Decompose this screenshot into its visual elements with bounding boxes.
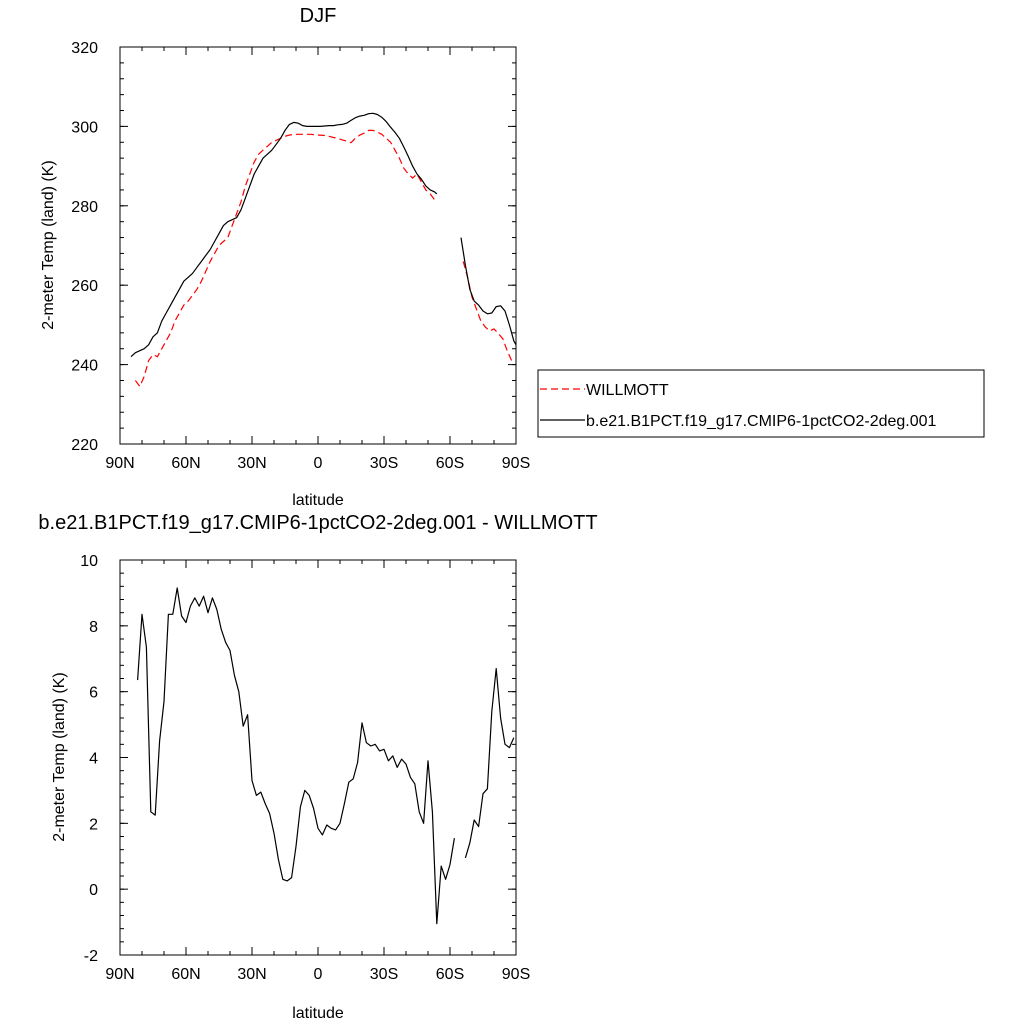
top-x-tick-label: 30N [237,455,266,472]
bottom-x-tick-label: 90S [502,966,530,983]
bottom-y-axis-label: 2-meter Temp (land) (K) [51,672,68,842]
bottom-panel: b.e21.B1PCT.f19_g17.CMIP6-1pctCO2-2deg.0… [38,512,597,1022]
bottom-y-tick-label: 8 [89,619,98,636]
top-x-tick-label: 60S [436,455,464,472]
bottom-y-tick-label: -2 [84,948,98,965]
bottom-x-tick-label: 60S [436,966,464,983]
top-y-tick-label: 220 [71,437,98,454]
top-plot-area: 90N 60N 30N 0 30S 60S 90S 220 240 260 280 300 320 [71,40,530,472]
bottom-y-tick-label: 4 [89,751,98,768]
top-x-tick-label: 60N [171,455,200,472]
bottom-plot-area: 90N 60N 30N 0 30S 60S 90S -2 0 2 4 6 8 10 [80,553,530,983]
bottom-x-axis-label: latitude [292,1005,344,1022]
top-plot-frame [119,46,517,445]
bottom-x-tick-label: 30N [237,966,266,983]
bottom-series-line-difference [464,667,515,859]
top-y-tick-label: 260 [71,278,98,295]
bottom-x-tick-label: 30S [370,966,398,983]
top-y-axis-label: 2-meter Temp (land) (K) [40,160,57,330]
bottom-x-tick-label: 90N [105,966,134,983]
legend-label-willmott: WILLMOTT [586,382,669,399]
top-x-tick-label: 90N [105,455,134,472]
top-series-line-willmott [134,129,436,387]
bottom-y-tick-label: 0 [89,882,98,899]
top-x-tick-label: 0 [314,455,323,472]
bottom-plot-frame [119,559,517,956]
top-y-tick-label: 300 [71,119,98,136]
top-x-tick-label: 90S [502,455,530,472]
top-chart-title: DJF [300,5,337,27]
top-x-tick-label: 30S [370,455,398,472]
top-panel: DJF 90N 60N 30N 0 30S 60S 90S 220 240 260 280 300 32… [40,5,985,509]
top-y-tick-label: 240 [71,358,98,375]
bottom-x-tick-label: 0 [314,966,323,983]
bottom-y-tick-label: 10 [80,553,98,570]
top-y-tick-label: 280 [71,199,98,216]
bottom-y-tick-label: 2 [89,816,98,833]
top-series-line-model [460,237,517,346]
bottom-series-line-difference [137,587,455,925]
top-series-line-model [130,112,438,358]
bottom-y-tick-label: 6 [89,685,98,702]
top-x-axis-label: latitude [292,492,344,509]
bottom-chart-title: b.e21.B1PCT.f19_g17.CMIP6-1pctCO2-2deg.0… [38,512,597,534]
legend-label-model: b.e21.B1PCT.f19_g17.CMIP6-1pctCO2-2deg.0… [586,413,937,430]
legend: WILLMOTT b.e21.B1PCT.f19_g17.CMIP6-1pctC… [537,369,985,438]
top-y-tick-label: 320 [71,40,98,57]
legend-box [537,369,985,438]
bottom-x-tick-label: 60N [171,966,200,983]
